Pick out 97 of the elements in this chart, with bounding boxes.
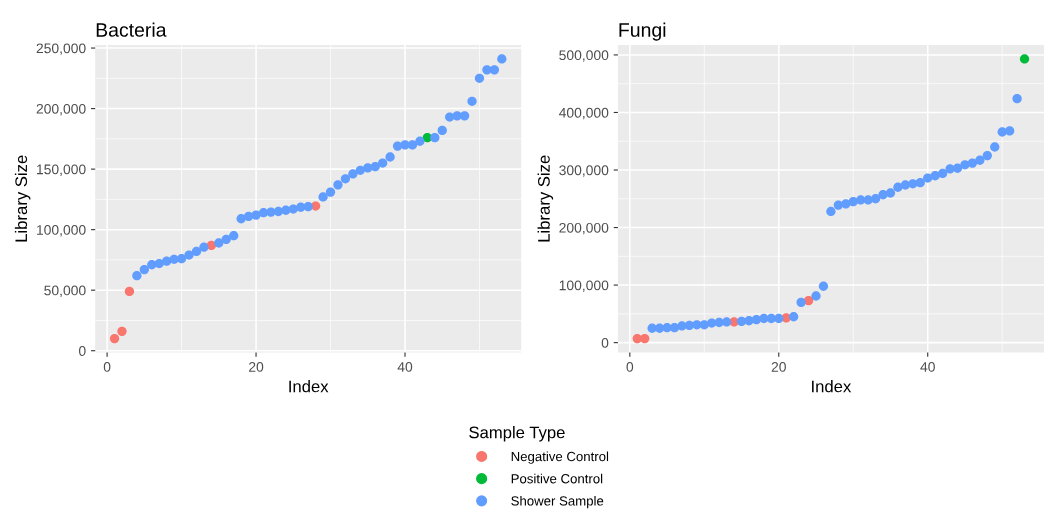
y-tick-label: 50,000 — [44, 285, 86, 297]
y-tick-label: 100,000 — [559, 280, 609, 292]
legend-label: Negative Control — [511, 451, 609, 464]
point — [923, 173, 933, 183]
point — [915, 178, 925, 188]
point — [325, 187, 336, 197]
point — [147, 260, 157, 270]
legend-label: Positive Control — [511, 473, 603, 484]
y-tick-label: 300,000 — [559, 165, 609, 177]
point — [982, 150, 992, 161]
point — [467, 96, 477, 106]
point — [184, 250, 194, 260]
point — [1019, 54, 1030, 64]
y-tick-label: 200,000 — [36, 103, 86, 116]
point — [132, 271, 142, 281]
x-tick-label: 0 — [103, 361, 111, 372]
y-tick-label: 250,000 — [36, 43, 86, 55]
point — [214, 238, 224, 248]
x-tick-label: 0 — [626, 361, 634, 372]
point — [348, 169, 358, 179]
y-tick-label: 100,000 — [37, 224, 86, 237]
point — [229, 231, 239, 241]
point — [385, 152, 395, 162]
legend-label: Shower Sample — [511, 495, 604, 509]
y-tick-label: 0 — [78, 346, 86, 356]
point — [796, 297, 806, 308]
point — [251, 210, 261, 220]
point — [437, 125, 447, 136]
y-tick-label: 500,000 — [559, 50, 609, 62]
point — [952, 163, 963, 173]
point — [124, 286, 135, 297]
point — [162, 256, 172, 266]
point — [489, 65, 500, 75]
x-tick-label: 20 — [771, 361, 786, 372]
x-tick-label: 20 — [249, 361, 264, 372]
point — [243, 211, 254, 221]
point — [975, 155, 985, 165]
point — [826, 206, 836, 217]
point — [497, 54, 507, 64]
point — [789, 312, 799, 322]
y-tick-label: 200,000 — [559, 222, 609, 235]
point — [841, 199, 851, 209]
point — [303, 201, 313, 212]
point — [967, 158, 978, 168]
point — [378, 158, 388, 168]
point — [736, 316, 747, 326]
y-tick-label: 400,000 — [558, 107, 609, 120]
point — [1004, 126, 1015, 136]
chart-title: Fungi — [619, 22, 666, 41]
point — [811, 291, 821, 301]
point — [154, 258, 164, 269]
point — [960, 160, 970, 170]
point — [363, 163, 373, 173]
point — [937, 168, 948, 179]
y-axis-title: Library Size — [537, 155, 554, 242]
point — [870, 194, 881, 204]
point — [893, 182, 903, 192]
x-axis-title: Index — [812, 380, 852, 393]
point — [415, 136, 425, 146]
point — [640, 333, 650, 344]
y-axis-title: Library Size — [14, 155, 31, 242]
point — [1012, 94, 1022, 104]
point — [803, 295, 814, 306]
point — [109, 333, 120, 344]
x-axis-title: Index — [289, 380, 329, 393]
point — [273, 206, 284, 217]
point — [176, 254, 187, 264]
point — [430, 132, 440, 143]
point — [139, 264, 149, 275]
point — [236, 214, 246, 224]
point — [878, 190, 888, 200]
chart-title: Bacteria — [96, 22, 167, 37]
point — [370, 162, 380, 172]
point — [818, 281, 829, 291]
x-tick-label: 40 — [920, 361, 935, 372]
point — [721, 317, 732, 327]
point — [407, 140, 418, 150]
point — [990, 142, 1000, 152]
point — [885, 188, 896, 198]
point — [774, 313, 784, 324]
point — [221, 234, 231, 244]
point — [856, 195, 866, 205]
point — [751, 314, 762, 325]
legend-title: Sample Type — [469, 426, 565, 442]
point — [474, 73, 485, 83]
point — [669, 323, 680, 333]
point — [340, 174, 351, 184]
point — [117, 326, 127, 336]
point — [318, 192, 328, 202]
point — [333, 180, 343, 190]
point — [191, 246, 202, 257]
x-tick-label: 40 — [397, 361, 413, 372]
point — [355, 165, 365, 175]
point — [199, 242, 209, 252]
point — [445, 112, 455, 122]
y-tick-label: 150,000 — [37, 164, 86, 176]
y-tick-label: 0 — [601, 337, 609, 348]
